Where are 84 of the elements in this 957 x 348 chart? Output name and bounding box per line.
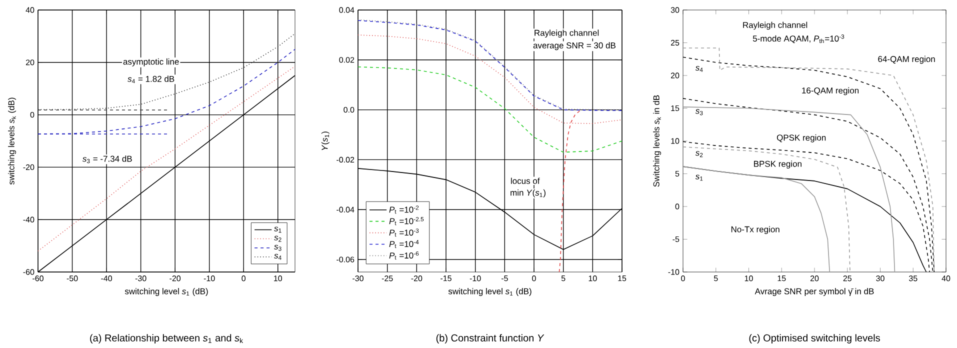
x-tick-label: -5 — [501, 276, 508, 282]
y-axis-title: Switching levels s$_{k}$ in dB — [653, 95, 662, 187]
x-tick-label: 5 — [561, 276, 566, 282]
x-tick-label: -10 — [470, 276, 481, 282]
x-tick-label: 0 — [242, 276, 246, 282]
annotation: locus of — [511, 178, 540, 184]
y-tick-label: -5 — [672, 236, 680, 242]
x-tick-label: -20 — [170, 276, 181, 282]
x-tick-label: 0 — [681, 276, 685, 282]
x-tick-label: -10 — [204, 276, 215, 282]
y-tick-label: -0.06 — [336, 256, 354, 262]
x-tick-label: -20 — [411, 276, 422, 282]
text: (c) Optimised switching levels — [749, 334, 880, 344]
x-tick-label: 0 — [532, 276, 536, 282]
legend-label: P$_{t}$ =10$^{-4}$ — [389, 240, 419, 248]
x-tick-label: -30 — [352, 276, 364, 282]
y-tick-label: -0.04 — [336, 206, 354, 212]
x-axis-title: Avrage SNR per symbol γ̄ in dB — [754, 288, 874, 296]
annotation: average SNR = 30 dB — [533, 42, 616, 50]
y-tick-label: 0 — [30, 112, 34, 118]
x-axis-title: switching level s$_{1}$ (dB) — [124, 288, 208, 296]
annotation: s$_{4}$ = 1.82 dB — [128, 76, 174, 84]
legend-label: s$_{4}$ — [274, 254, 282, 260]
y-tick-label: 20 — [670, 72, 680, 78]
x-tick-label: 25 — [843, 276, 852, 282]
x-tick-label: 15 — [618, 276, 626, 282]
y-tick-label: -10 — [668, 269, 680, 275]
y-tick-label: 0.0 — [344, 106, 354, 113]
y-tick-label: 20 — [26, 60, 34, 66]
x-tick-label: 5 — [714, 276, 718, 282]
annotation: BPSK region — [754, 160, 802, 169]
x-axis-title: switching level s$_{1}$ (dB) — [448, 288, 532, 296]
y-tick-label: 40 — [26, 7, 34, 13]
y-tick-label: 5 — [675, 170, 680, 177]
legend-label: P$_{t}$ =10$^{-6}$ — [389, 251, 419, 260]
legend-label: s$_{1}$ — [274, 226, 282, 233]
annotation: s$_{4}$ — [695, 66, 703, 72]
legend-label: P$_{t}$ =10$^{-3}$ — [389, 228, 419, 237]
annotation: s$_{2}$ — [695, 151, 703, 158]
y-tick-label: -60 — [23, 269, 34, 275]
legend-label: P$_{t}$ =10$^{-2.5}$ — [389, 217, 424, 226]
y-tick-label: 0 — [675, 204, 680, 210]
annotation: s$_{3}$ — [695, 109, 703, 116]
y-axis-title: switching levels s$_{k}$ (dB) — [8, 98, 16, 185]
annotation: s$_{1}$ — [695, 174, 703, 181]
annotation: Rayleigh channel — [534, 30, 599, 38]
x-tick-label: 10 — [274, 276, 282, 282]
x-tick-label: 35 — [908, 276, 918, 282]
annotation: min Y(s$_{1}$) — [510, 189, 546, 198]
y-tick-label: -20 — [23, 164, 34, 170]
annotation: Rayleigh channel — [743, 22, 808, 30]
x-tick-label: 30 — [876, 276, 884, 282]
legend-label: s$_{3}$ — [274, 244, 282, 251]
x-tick-label: 40 — [942, 276, 950, 282]
y-tick-label: 25 — [670, 40, 680, 46]
y-tick-label: 10 — [671, 138, 680, 144]
x-tick-label: 20 — [810, 276, 819, 282]
legend-label: P$_{t}$ =10$^{-2}$ — [389, 206, 419, 214]
annotation: s$_{3}$ = -7.34 dB — [82, 156, 132, 164]
x-tick-label: -60 — [32, 276, 44, 282]
x-tick-label: 10 — [588, 276, 597, 282]
annotation: 5-mode AQAM, P$_{th}$=10$^{-3}$ — [752, 34, 844, 44]
legend-label: s$_{2}$ — [274, 236, 282, 242]
x-tick-label: -30 — [135, 276, 146, 282]
x-tick-label: -25 — [382, 276, 393, 282]
x-tick-label: 15 — [778, 276, 786, 282]
x-tick-label: -15 — [440, 276, 452, 282]
y-tick-label: -0.02 — [336, 156, 354, 163]
y-tick-label: 30 — [670, 7, 680, 13]
x-tick-label: 10 — [744, 276, 753, 282]
x-tick-label: -50 — [66, 276, 78, 282]
annotation: QPSK region — [776, 134, 826, 142]
y-tick-label: 0.04 — [339, 7, 354, 13]
text: (b) Constraint function Y — [436, 334, 544, 344]
y-tick-label: -40 — [23, 216, 34, 222]
text: (a) Relationship between s$_{1}$ and s$_{k}$ — [90, 334, 244, 344]
annotation: asymptotic line — [123, 58, 179, 66]
y-tick-label: 0.02 — [339, 57, 354, 63]
annotation: No-Tx region — [731, 226, 780, 234]
annotation: 64-QAM region — [878, 56, 935, 64]
x-tick-label: -40 — [101, 276, 112, 282]
y-tick-label: 15 — [671, 105, 680, 112]
annotation: 16-QAM region — [802, 87, 859, 96]
y-axis-title: Y(s$_{1}$) — [321, 132, 330, 150]
